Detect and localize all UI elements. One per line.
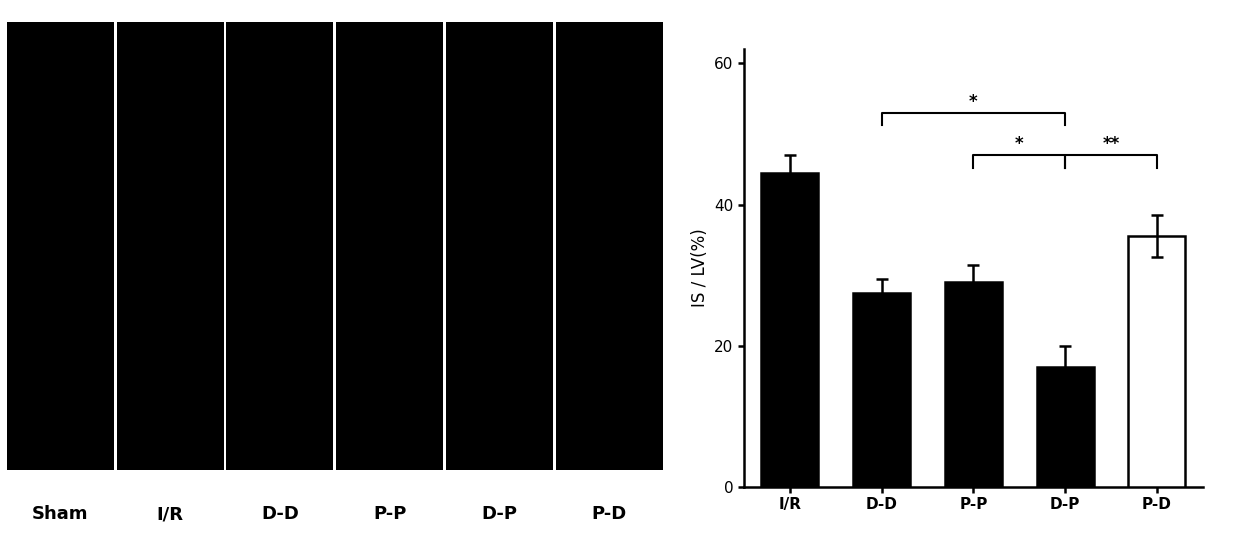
Bar (853, 293, 910, 487)
Text: P-P: P-P (373, 505, 407, 523)
Text: D-P: D-P (481, 505, 517, 523)
Bar (227, 22, 334, 470)
Text: Sham: Sham (32, 505, 88, 523)
Text: **: ** (1102, 135, 1120, 153)
Bar (945, 282, 1002, 487)
Text: *: * (1016, 135, 1023, 153)
Text: *: * (970, 92, 977, 110)
Bar (761, 173, 818, 487)
Bar (117, 22, 223, 470)
Bar (1037, 367, 1094, 487)
Text: D-D: D-D (260, 505, 299, 523)
Bar (556, 22, 663, 470)
Bar (336, 22, 443, 470)
Y-axis label: IS / LV(%): IS / LV(%) (691, 229, 708, 307)
Text: P-D: P-D (591, 505, 627, 523)
Bar (6, 22, 114, 470)
Text: I/R: I/R (156, 505, 184, 523)
Bar (446, 22, 553, 470)
Bar (1128, 236, 1185, 487)
